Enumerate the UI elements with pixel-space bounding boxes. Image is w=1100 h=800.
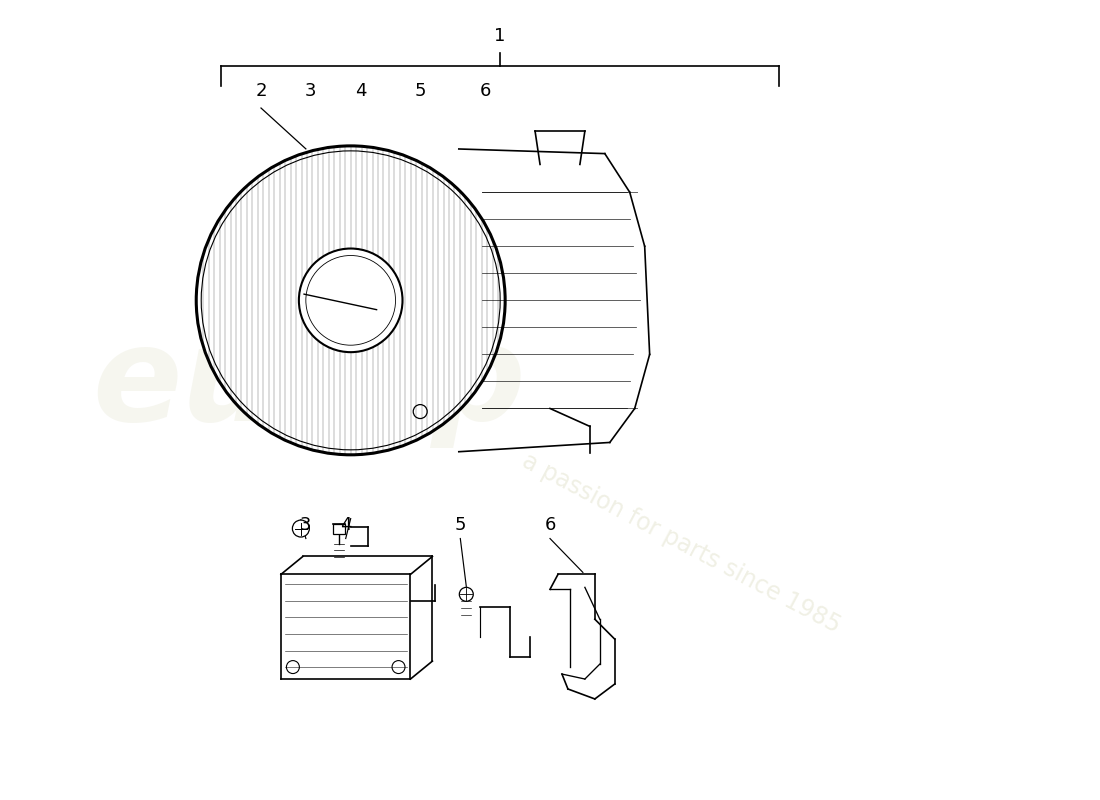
Text: 4: 4 [340, 515, 352, 534]
Text: 5: 5 [415, 82, 426, 100]
Text: 1: 1 [495, 27, 506, 46]
Text: 3: 3 [305, 82, 317, 100]
Text: a passion for parts since 1985: a passion for parts since 1985 [518, 449, 845, 638]
Circle shape [196, 146, 505, 455]
Text: 2: 2 [255, 82, 267, 100]
FancyBboxPatch shape [333, 523, 344, 534]
Text: europ: europ [92, 321, 526, 447]
Text: 5: 5 [454, 515, 466, 534]
Circle shape [293, 520, 309, 537]
Text: 3: 3 [300, 515, 311, 534]
Circle shape [299, 249, 403, 352]
Text: 6: 6 [544, 515, 556, 534]
Text: 4: 4 [355, 82, 366, 100]
Circle shape [460, 587, 473, 602]
Text: 6: 6 [480, 82, 491, 100]
